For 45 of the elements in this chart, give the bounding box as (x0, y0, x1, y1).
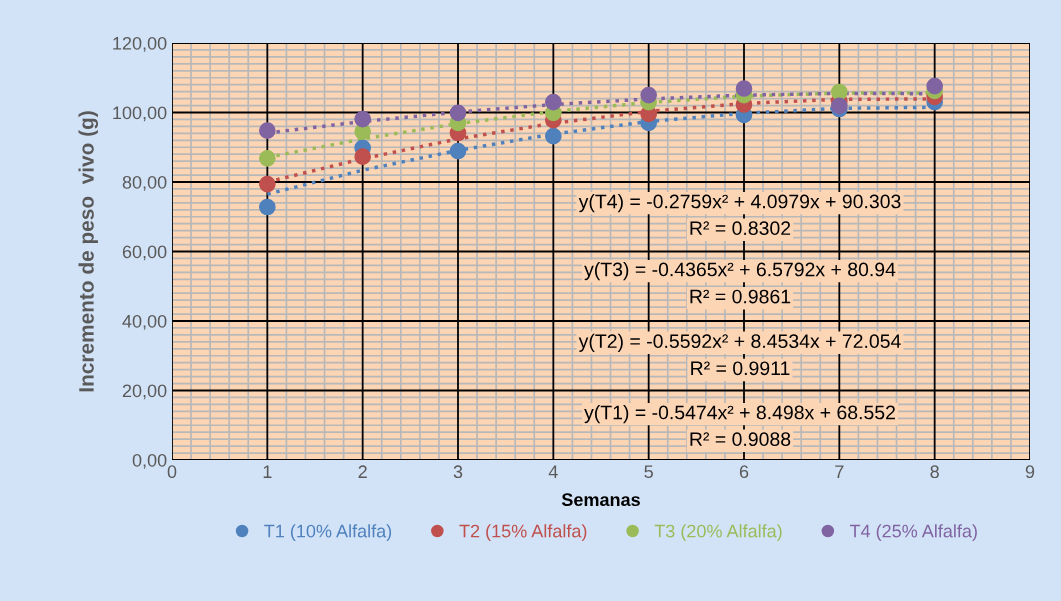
y-tick-label: 0,00 (132, 453, 167, 469)
point (258, 198, 276, 216)
y-tick-label: 60,00 (122, 245, 167, 261)
y-axis-title: Incremento de peso vivo (g) (78, 111, 99, 392)
point (354, 110, 372, 128)
x-tick-label: 0 (167, 465, 177, 479)
point (926, 77, 944, 95)
y-tick-label: 100,00 (113, 106, 167, 122)
x-tick-label: 2 (358, 465, 367, 478)
x-tick-label: 9 (1025, 465, 1035, 479)
legend-label: T2 (15% Alfalfa) (459, 524, 587, 542)
point (449, 104, 467, 122)
legend-label: T4 (25% Alfalfa) (849, 524, 977, 542)
point (449, 142, 467, 160)
annotation: y(T2) = -0.5592x² + 8.4534x + 72.054 (578, 333, 901, 352)
point (735, 80, 753, 97)
point (640, 86, 658, 104)
annotation: y(T1) = -0.5474x² + 8.498x + 68.552 (584, 405, 895, 424)
x-tick-label: 3 (453, 465, 463, 479)
annotation: R² = 0.9861 (690, 289, 791, 304)
annotation: R² = 0.8302 (690, 221, 791, 236)
x-tick-label: 8 (930, 465, 939, 479)
point (258, 150, 276, 167)
x-tick-label: 5 (644, 465, 653, 479)
annotation: y(T3) = -0.4365x² + 6.5792x + 80.94 (584, 262, 896, 281)
point (544, 93, 562, 111)
x-tick-label: 4 (548, 465, 558, 478)
point (258, 122, 276, 139)
annotation: R² = 0.9088 (690, 432, 791, 447)
point (544, 127, 562, 145)
point (354, 148, 372, 165)
x-tick-label: 1 (263, 465, 272, 478)
y-tick-label: 80,00 (122, 175, 167, 191)
x-tick-label: 7 (835, 465, 844, 478)
y-tick-label: 40,00 (122, 314, 167, 330)
y-tick-label: 120,00 (113, 36, 167, 52)
legend-label: T1 (10% Alfalfa) (264, 524, 392, 542)
annotation: R² = 0.9911 (691, 361, 790, 376)
y-tick-label: 20,00 (122, 384, 167, 400)
annotation: y(T4) = -0.2759x² + 4.0979x + 90.303 (578, 194, 901, 213)
legend-label: T3 (20% Alfalfa) (654, 524, 782, 542)
point (830, 83, 848, 101)
x-axis-title: Semanas (561, 493, 640, 507)
x-tick-label: 6 (739, 465, 749, 479)
point (258, 175, 276, 193)
